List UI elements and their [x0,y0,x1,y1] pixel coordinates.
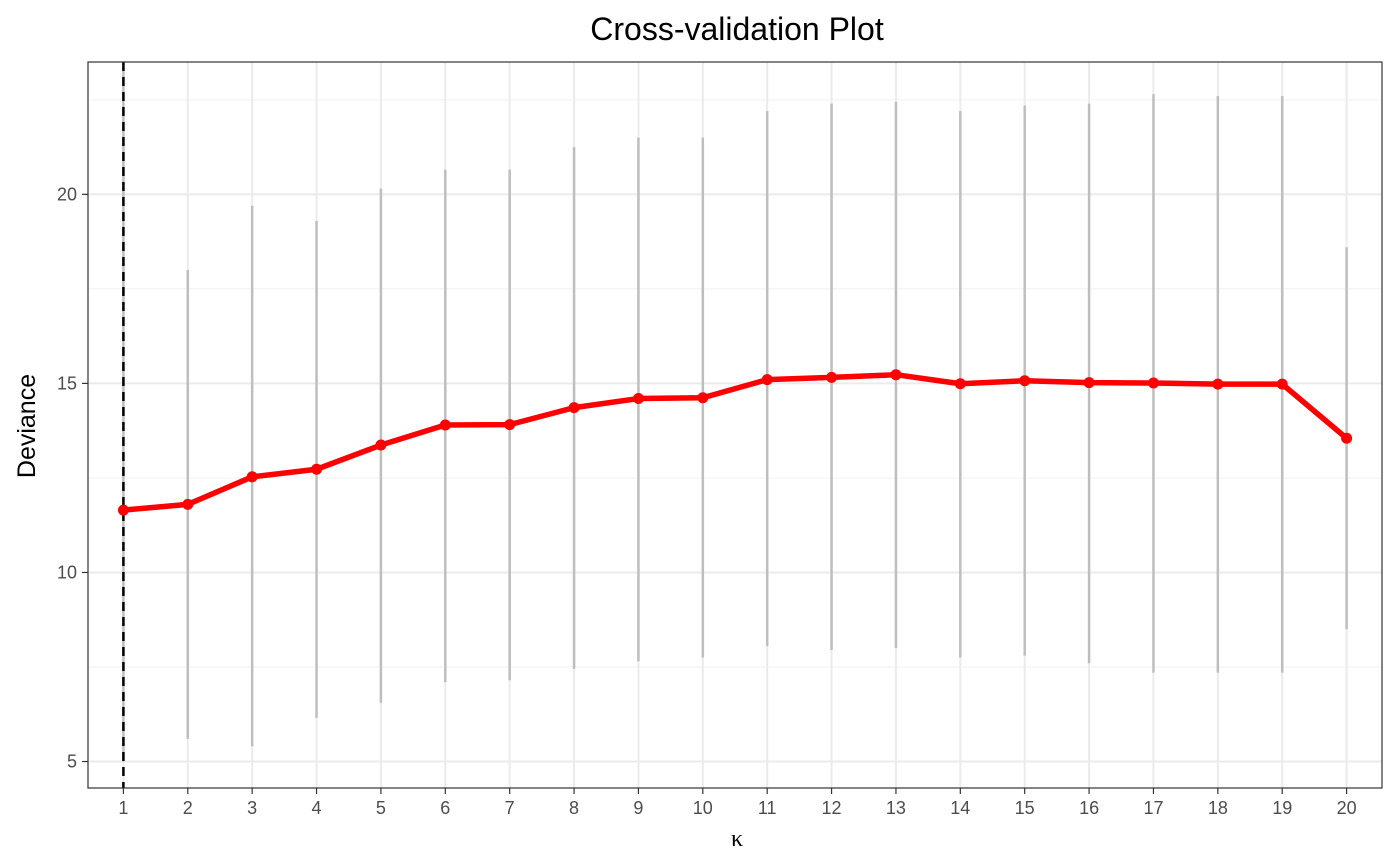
data-point [1083,377,1095,389]
y-axis-label: Deviance [13,374,41,478]
y-tick-label: 15 [57,373,77,393]
major-gridlines [88,62,1382,788]
y-tick-label: 10 [57,562,77,582]
x-tick-label: 5 [376,798,386,818]
y-tick-label: 20 [57,184,77,204]
data-point [1212,378,1224,390]
data-point [504,419,516,431]
x-tick-label: 8 [569,798,579,818]
x-tick-label: 9 [633,798,643,818]
data-point [439,419,451,431]
data-point [954,378,966,390]
x-tick-label: 4 [312,798,322,818]
x-tick-label: 7 [505,798,515,818]
data-points [117,369,1353,516]
x-tick-label: 19 [1272,798,1292,818]
data-point [1147,377,1159,389]
x-tick-label: 10 [693,798,713,818]
plot-panel [87,61,1383,789]
data-point [1276,378,1288,390]
data-point [761,374,773,386]
x-tick-label: 13 [886,798,906,818]
x-tick-label: 3 [247,798,257,818]
minor-gridlines [88,99,1382,668]
x-tick-label: 14 [950,798,970,818]
data-point [375,439,387,451]
data-point [890,369,902,381]
data-point [568,402,580,414]
data-point [1019,375,1031,387]
x-tick-label: 18 [1208,798,1228,818]
data-point [826,371,838,383]
x-tick-label: 15 [1015,798,1035,818]
x-tick-label: 20 [1337,798,1357,818]
x-axis-ticks: 1 2 3 4 5 6 7 8 9 10 11 12 13 14 15 16 17 18 19 20 [118,788,1357,818]
data-point [246,471,258,483]
series-line [123,371,1349,513]
data-point [117,504,129,516]
chart-title: Cross-validation Plot [590,11,884,47]
x-tick-label: 16 [1079,798,1099,818]
data-point [311,463,323,475]
x-axis-label: κ [731,826,743,852]
x-tick-label: 17 [1143,798,1163,818]
error-bars [122,62,1348,762]
x-tick-label: 6 [440,798,450,818]
x-tick-label: 1 [118,798,128,818]
data-point [697,392,709,404]
data-point [182,498,194,510]
data-point [632,393,644,405]
x-tick-label: 2 [183,798,193,818]
x-tick-label: 12 [822,798,842,818]
y-axis-ticks: 5 10 15 20 [57,184,88,772]
x-tick-label: 11 [758,798,777,818]
data-point [1341,432,1353,444]
y-tick-label: 5 [67,752,77,772]
